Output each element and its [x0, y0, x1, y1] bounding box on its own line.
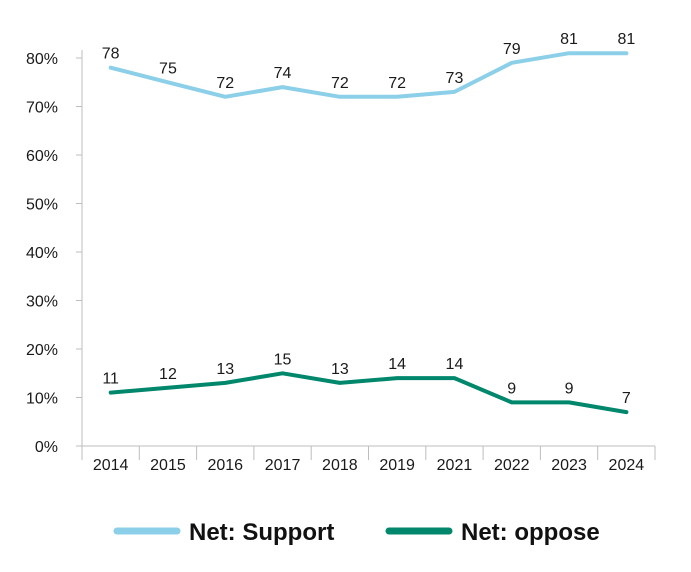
x-axis: 2014 2015 2016 2017 2018 2019 2021 2022 2023 2024 [81, 445, 656, 474]
data-label: 14 [388, 356, 406, 373]
y-tick-label: 60% [26, 148, 58, 165]
data-label: 72 [388, 75, 406, 92]
data-label: 7 [622, 390, 631, 407]
y-tick-label: 20% [26, 342, 58, 359]
y-tick-label: 40% [26, 245, 58, 262]
series-line [108, 371, 629, 415]
series-layer: 78 75 72 74 72 72 73 79 81 81 11 12 13 15 13 14 14 9 9 7 [102, 31, 635, 415]
data-label: 73 [446, 70, 464, 87]
data-label: 9 [507, 380, 516, 397]
y-tick-label: 10% [26, 391, 58, 408]
data-label: 81 [617, 31, 635, 48]
data-label: 78 [102, 46, 120, 63]
data-label: 72 [331, 75, 349, 92]
y-tick-label: 50% [26, 197, 58, 214]
data-label: 75 [159, 60, 177, 77]
data-label: 72 [216, 75, 234, 92]
x-tick-label: 2023 [551, 457, 587, 474]
x-tick-label: 2016 [207, 457, 243, 474]
data-label: 15 [274, 351, 292, 368]
data-label: 81 [560, 31, 578, 48]
data-label: 13 [216, 361, 234, 378]
legend: Net: Support Net: oppose [113, 519, 600, 546]
y-tick-label: 70% [26, 100, 58, 117]
data-label: 13 [331, 361, 349, 378]
data-label: 12 [159, 366, 177, 383]
series-line [108, 51, 629, 99]
data-label: 14 [446, 356, 464, 373]
y-tick-label: 80% [26, 51, 58, 68]
x-tick-label: 2014 [93, 457, 129, 474]
data-label: 9 [565, 380, 574, 397]
x-tick-label: 2024 [609, 457, 645, 474]
x-tick-label: 2015 [150, 457, 186, 474]
data-label: 74 [274, 65, 292, 82]
x-tick-label: 2017 [265, 457, 301, 474]
x-tick-label: 2019 [379, 457, 415, 474]
x-tick-label: 2018 [322, 457, 358, 474]
data-label: 11 [102, 371, 119, 388]
y-tick-label: 0% [35, 439, 58, 456]
y-axis: 0% 10% 20% 30% 40% 50% 60% 70% 80% [26, 50, 83, 460]
data-label: 79 [503, 41, 521, 58]
x-tick-label: 2021 [437, 457, 473, 474]
legend-label: Net: Support [189, 519, 334, 546]
x-tick-label: 2022 [494, 457, 530, 474]
legend-label: Net: oppose [461, 519, 600, 546]
y-tick-label: 30% [26, 294, 58, 311]
